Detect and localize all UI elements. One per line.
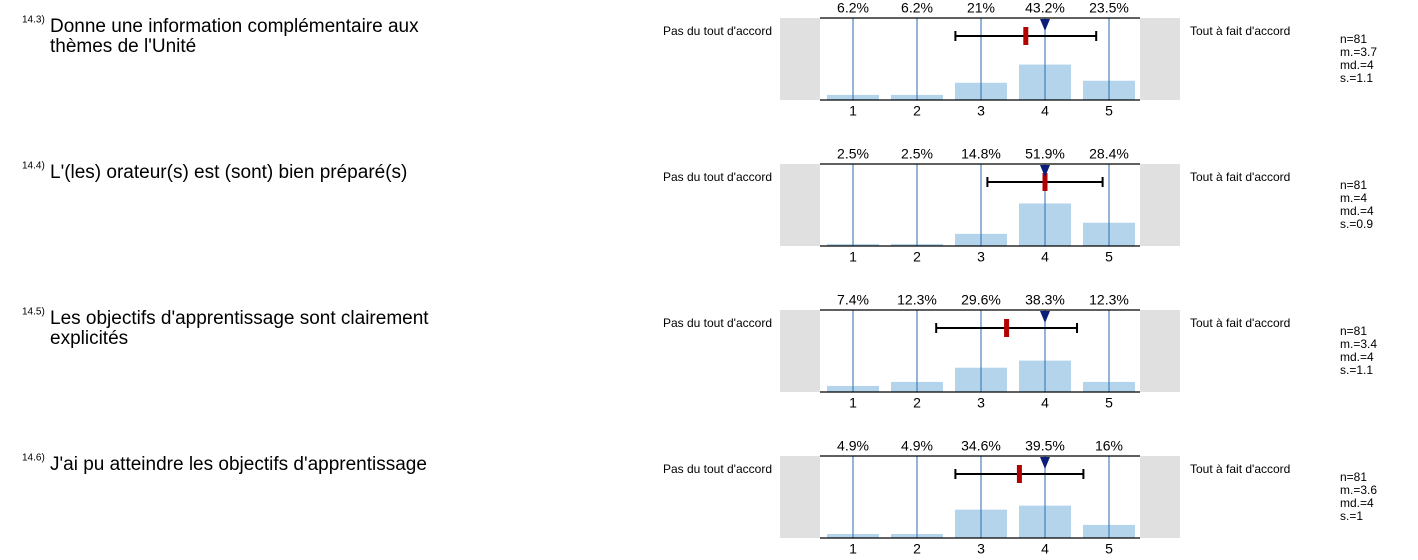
- value-label: 28.4%: [1089, 146, 1129, 162]
- x-tick-label: 3: [977, 103, 985, 119]
- value-label: 16%: [1095, 438, 1123, 454]
- x-tick-label: 5: [1105, 541, 1113, 557]
- value-label: 51.9%: [1025, 146, 1065, 162]
- value-label: 39.5%: [1025, 438, 1065, 454]
- stat-mean: m.=3.4: [1340, 337, 1377, 351]
- x-tick-label: 3: [977, 541, 985, 557]
- stat-sd: s.=1.1: [1340, 71, 1373, 85]
- x-tick-label: 2: [913, 249, 921, 265]
- mean-marker: [1023, 27, 1029, 45]
- value-label: 6.2%: [837, 0, 869, 16]
- right-label: Tout à fait d'accord: [1190, 24, 1290, 38]
- x-tick-label: 1: [849, 249, 857, 265]
- x-tick-label: 2: [913, 103, 921, 119]
- stat-median: md.=4: [1340, 204, 1374, 218]
- stat-mean: m.=3.7: [1340, 45, 1377, 59]
- stat-median: md.=4: [1340, 496, 1374, 510]
- x-tick-label: 5: [1105, 395, 1113, 411]
- value-label: 29.6%: [961, 292, 1001, 308]
- value-label: 4.9%: [901, 438, 933, 454]
- question-number: 14.5): [22, 307, 45, 318]
- x-tick-label: 2: [913, 395, 921, 411]
- mean-marker: [1016, 465, 1022, 483]
- left-label: Pas du tout d'accord: [663, 24, 772, 38]
- x-tick-label: 1: [849, 103, 857, 119]
- value-label: 2.5%: [837, 146, 869, 162]
- left-pad: [780, 310, 820, 392]
- left-label: Pas du tout d'accord: [663, 316, 772, 330]
- question-text: L'(les) orateur(s) est (sont) bien prépa…: [50, 162, 407, 183]
- x-tick-label: 4: [1041, 249, 1049, 265]
- right-pad: [1140, 310, 1180, 392]
- median-marker: [1040, 457, 1050, 469]
- stat-n: n=81: [1340, 324, 1367, 338]
- left-pad: [780, 164, 820, 246]
- left-pad: [780, 18, 820, 100]
- value-label: 6.2%: [901, 0, 933, 16]
- x-tick-label: 2: [913, 541, 921, 557]
- x-tick-label: 5: [1105, 249, 1113, 265]
- question-text: Donne une information complémentaire aux: [50, 16, 419, 37]
- left-label: Pas du tout d'accord: [663, 170, 772, 184]
- value-label: 43.2%: [1025, 0, 1065, 16]
- question-text: explicités: [50, 328, 128, 349]
- stat-sd: s.=1: [1340, 509, 1363, 523]
- value-label: 4.9%: [837, 438, 869, 454]
- right-label: Tout à fait d'accord: [1190, 316, 1290, 330]
- value-label: 14.8%: [961, 146, 1001, 162]
- right-label: Tout à fait d'accord: [1190, 462, 1290, 476]
- right-label: Tout à fait d'accord: [1190, 170, 1290, 184]
- mean-marker: [1042, 173, 1048, 191]
- value-label: 7.4%: [837, 292, 869, 308]
- value-label: 34.6%: [961, 438, 1001, 454]
- stat-n: n=81: [1340, 32, 1367, 46]
- stat-n: n=81: [1340, 470, 1367, 484]
- value-label: 23.5%: [1089, 0, 1129, 16]
- question-text: thèmes de l'Unité: [50, 36, 196, 57]
- stat-mean: m.=3.6: [1340, 483, 1377, 497]
- x-tick-label: 1: [849, 395, 857, 411]
- right-pad: [1140, 456, 1180, 538]
- question-number: 14.6): [22, 453, 45, 464]
- question-text: Les objectifs d'apprentissage sont clair…: [50, 308, 429, 329]
- median-marker: [1040, 311, 1050, 323]
- value-label: 2.5%: [901, 146, 933, 162]
- value-label: 12.3%: [897, 292, 937, 308]
- x-tick-label: 5: [1105, 103, 1113, 119]
- value-label: 38.3%: [1025, 292, 1065, 308]
- stat-median: md.=4: [1340, 350, 1374, 364]
- mean-marker: [1004, 319, 1010, 337]
- x-tick-label: 1: [849, 541, 857, 557]
- value-label: 12.3%: [1089, 292, 1129, 308]
- stat-median: md.=4: [1340, 58, 1374, 72]
- question-number: 14.3): [22, 15, 45, 26]
- stat-sd: s.=1.1: [1340, 363, 1373, 377]
- x-tick-label: 4: [1041, 395, 1049, 411]
- x-tick-label: 4: [1041, 103, 1049, 119]
- value-label: 21%: [967, 0, 995, 16]
- stat-mean: m.=4: [1340, 191, 1367, 205]
- right-pad: [1140, 164, 1180, 246]
- left-label: Pas du tout d'accord: [663, 462, 772, 476]
- question-text: J'ai pu atteindre les objectifs d'appren…: [50, 454, 427, 475]
- question-number: 14.4): [22, 161, 45, 172]
- stat-sd: s.=0.9: [1340, 217, 1373, 231]
- median-marker: [1040, 165, 1050, 177]
- median-marker: [1040, 19, 1050, 31]
- left-pad: [780, 456, 820, 538]
- x-tick-label: 4: [1041, 541, 1049, 557]
- stat-n: n=81: [1340, 178, 1367, 192]
- x-tick-label: 3: [977, 249, 985, 265]
- x-tick-label: 3: [977, 395, 985, 411]
- right-pad: [1140, 18, 1180, 100]
